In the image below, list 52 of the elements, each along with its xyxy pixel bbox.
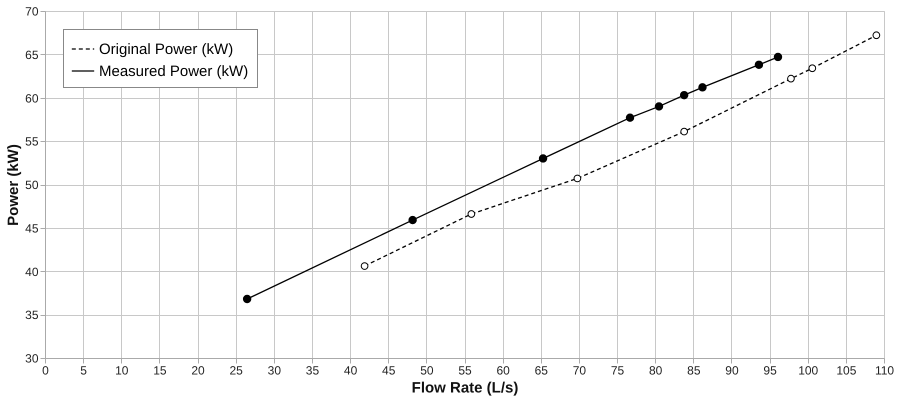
point	[468, 210, 476, 218]
x-tick-label: 35	[306, 364, 320, 378]
x-tick-label: 40	[344, 364, 358, 378]
point	[654, 102, 664, 111]
x-tick-label: 20	[191, 364, 206, 378]
x-axis-title: Flow Rate (L/s)	[412, 380, 518, 396]
x-tick-label: 80	[649, 364, 663, 378]
y-tick-label: 40	[25, 264, 39, 279]
point	[242, 294, 252, 304]
x-tick-label: 15	[153, 364, 167, 378]
point	[680, 90, 688, 100]
point	[808, 64, 816, 72]
y-tick-label: 60	[25, 91, 39, 106]
x-tick-label: 45	[382, 364, 396, 378]
x-tick-label: 85	[687, 364, 701, 378]
y-tick-label: 55	[25, 134, 39, 149]
point	[680, 128, 688, 136]
point	[698, 83, 707, 92]
legend-label: Original Power (kW)	[99, 41, 234, 58]
point	[408, 216, 417, 224]
x-tick-label: 75	[610, 364, 625, 378]
x-tick-label: 25	[230, 364, 244, 378]
x-tick-label: 100	[798, 364, 819, 378]
y-tick-label: 65	[25, 48, 39, 62]
y-tick-label: 70	[25, 4, 39, 18]
point	[872, 31, 880, 40]
x-tick-label: 95	[763, 364, 778, 378]
x-tick-label: 10	[115, 364, 129, 378]
x-tick-label: 70	[572, 364, 586, 378]
point	[774, 52, 782, 62]
x-tick-label: 0	[42, 364, 50, 378]
point	[787, 74, 795, 83]
x-tick-label: 90	[725, 364, 739, 378]
legend-label: Measured Power (kW)	[99, 63, 248, 80]
x-tick-label: 60	[496, 364, 510, 378]
y-tick-label: 35	[25, 308, 39, 322]
x-tick-label: 105	[836, 364, 857, 378]
x-tick-label: 110	[874, 364, 894, 378]
y-tick-label: 30	[25, 352, 39, 366]
x-tick-label: 30	[268, 364, 282, 378]
x-tick-label: 5	[80, 364, 88, 378]
x-tick-label: 65	[534, 364, 548, 378]
point	[538, 154, 548, 163]
point	[626, 114, 634, 122]
y-tick-label: 45	[25, 221, 39, 236]
point	[360, 262, 368, 270]
point	[574, 174, 582, 182]
y-tick-label: 50	[25, 178, 39, 192]
point	[754, 60, 764, 69]
x-tick-label: 50	[420, 364, 434, 378]
y-axis-title: Power (kW)	[5, 144, 22, 226]
x-tick-label: 55	[458, 364, 472, 378]
